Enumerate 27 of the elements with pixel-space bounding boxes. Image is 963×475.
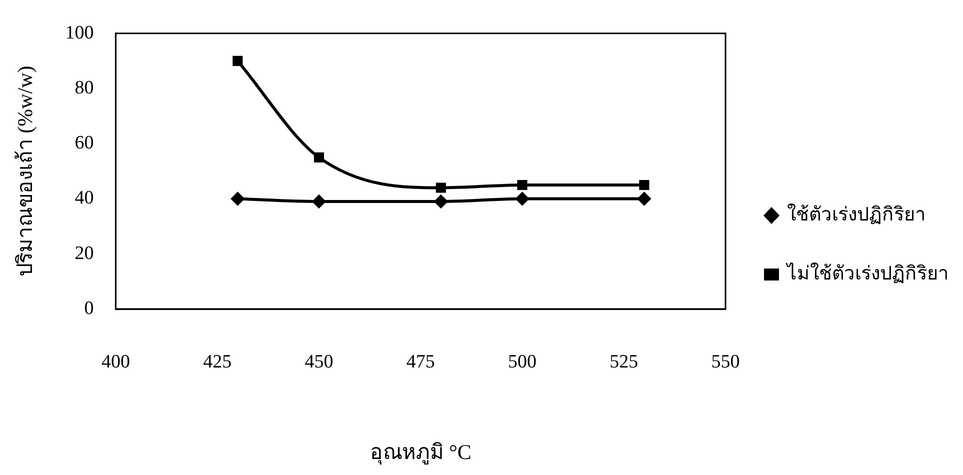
point bbox=[232, 56, 243, 66]
legend-label: ใช้ตัวเร่งปฏิกิริยา bbox=[787, 203, 926, 226]
legend-label: ไม่ใช้ตัวเร่งปฏิกิริยา bbox=[785, 262, 949, 284]
point bbox=[436, 182, 446, 193]
y-tick-label: 0 bbox=[84, 298, 94, 319]
x-tick-label: 475 bbox=[406, 351, 435, 372]
y-tick-label: 80 bbox=[74, 78, 94, 99]
point bbox=[312, 195, 326, 208]
point bbox=[314, 152, 324, 162]
point bbox=[516, 192, 529, 206]
y-tick-label: 60 bbox=[74, 132, 94, 154]
point bbox=[517, 180, 528, 190]
x-tick-label: 425 bbox=[203, 351, 232, 372]
point bbox=[434, 195, 448, 208]
x-axis-title: อุณหภูมิ °C bbox=[370, 440, 472, 465]
y-axis-title: ปริมาณของเถ้า (%w/w) bbox=[13, 66, 38, 277]
x-tick-label: 500 bbox=[508, 351, 536, 372]
y-tick-label: 20 bbox=[74, 242, 94, 264]
x-tick-label: 450 bbox=[304, 351, 334, 372]
point bbox=[638, 192, 651, 206]
x-tick-label: 525 bbox=[610, 351, 638, 372]
y-tick-label: 100 bbox=[65, 22, 94, 44]
point bbox=[231, 192, 244, 206]
x-tick-label: 550 bbox=[711, 351, 740, 372]
x-tick-label: 400 bbox=[101, 351, 130, 372]
y-tick-label: 40 bbox=[74, 188, 94, 209]
point bbox=[639, 180, 650, 190]
